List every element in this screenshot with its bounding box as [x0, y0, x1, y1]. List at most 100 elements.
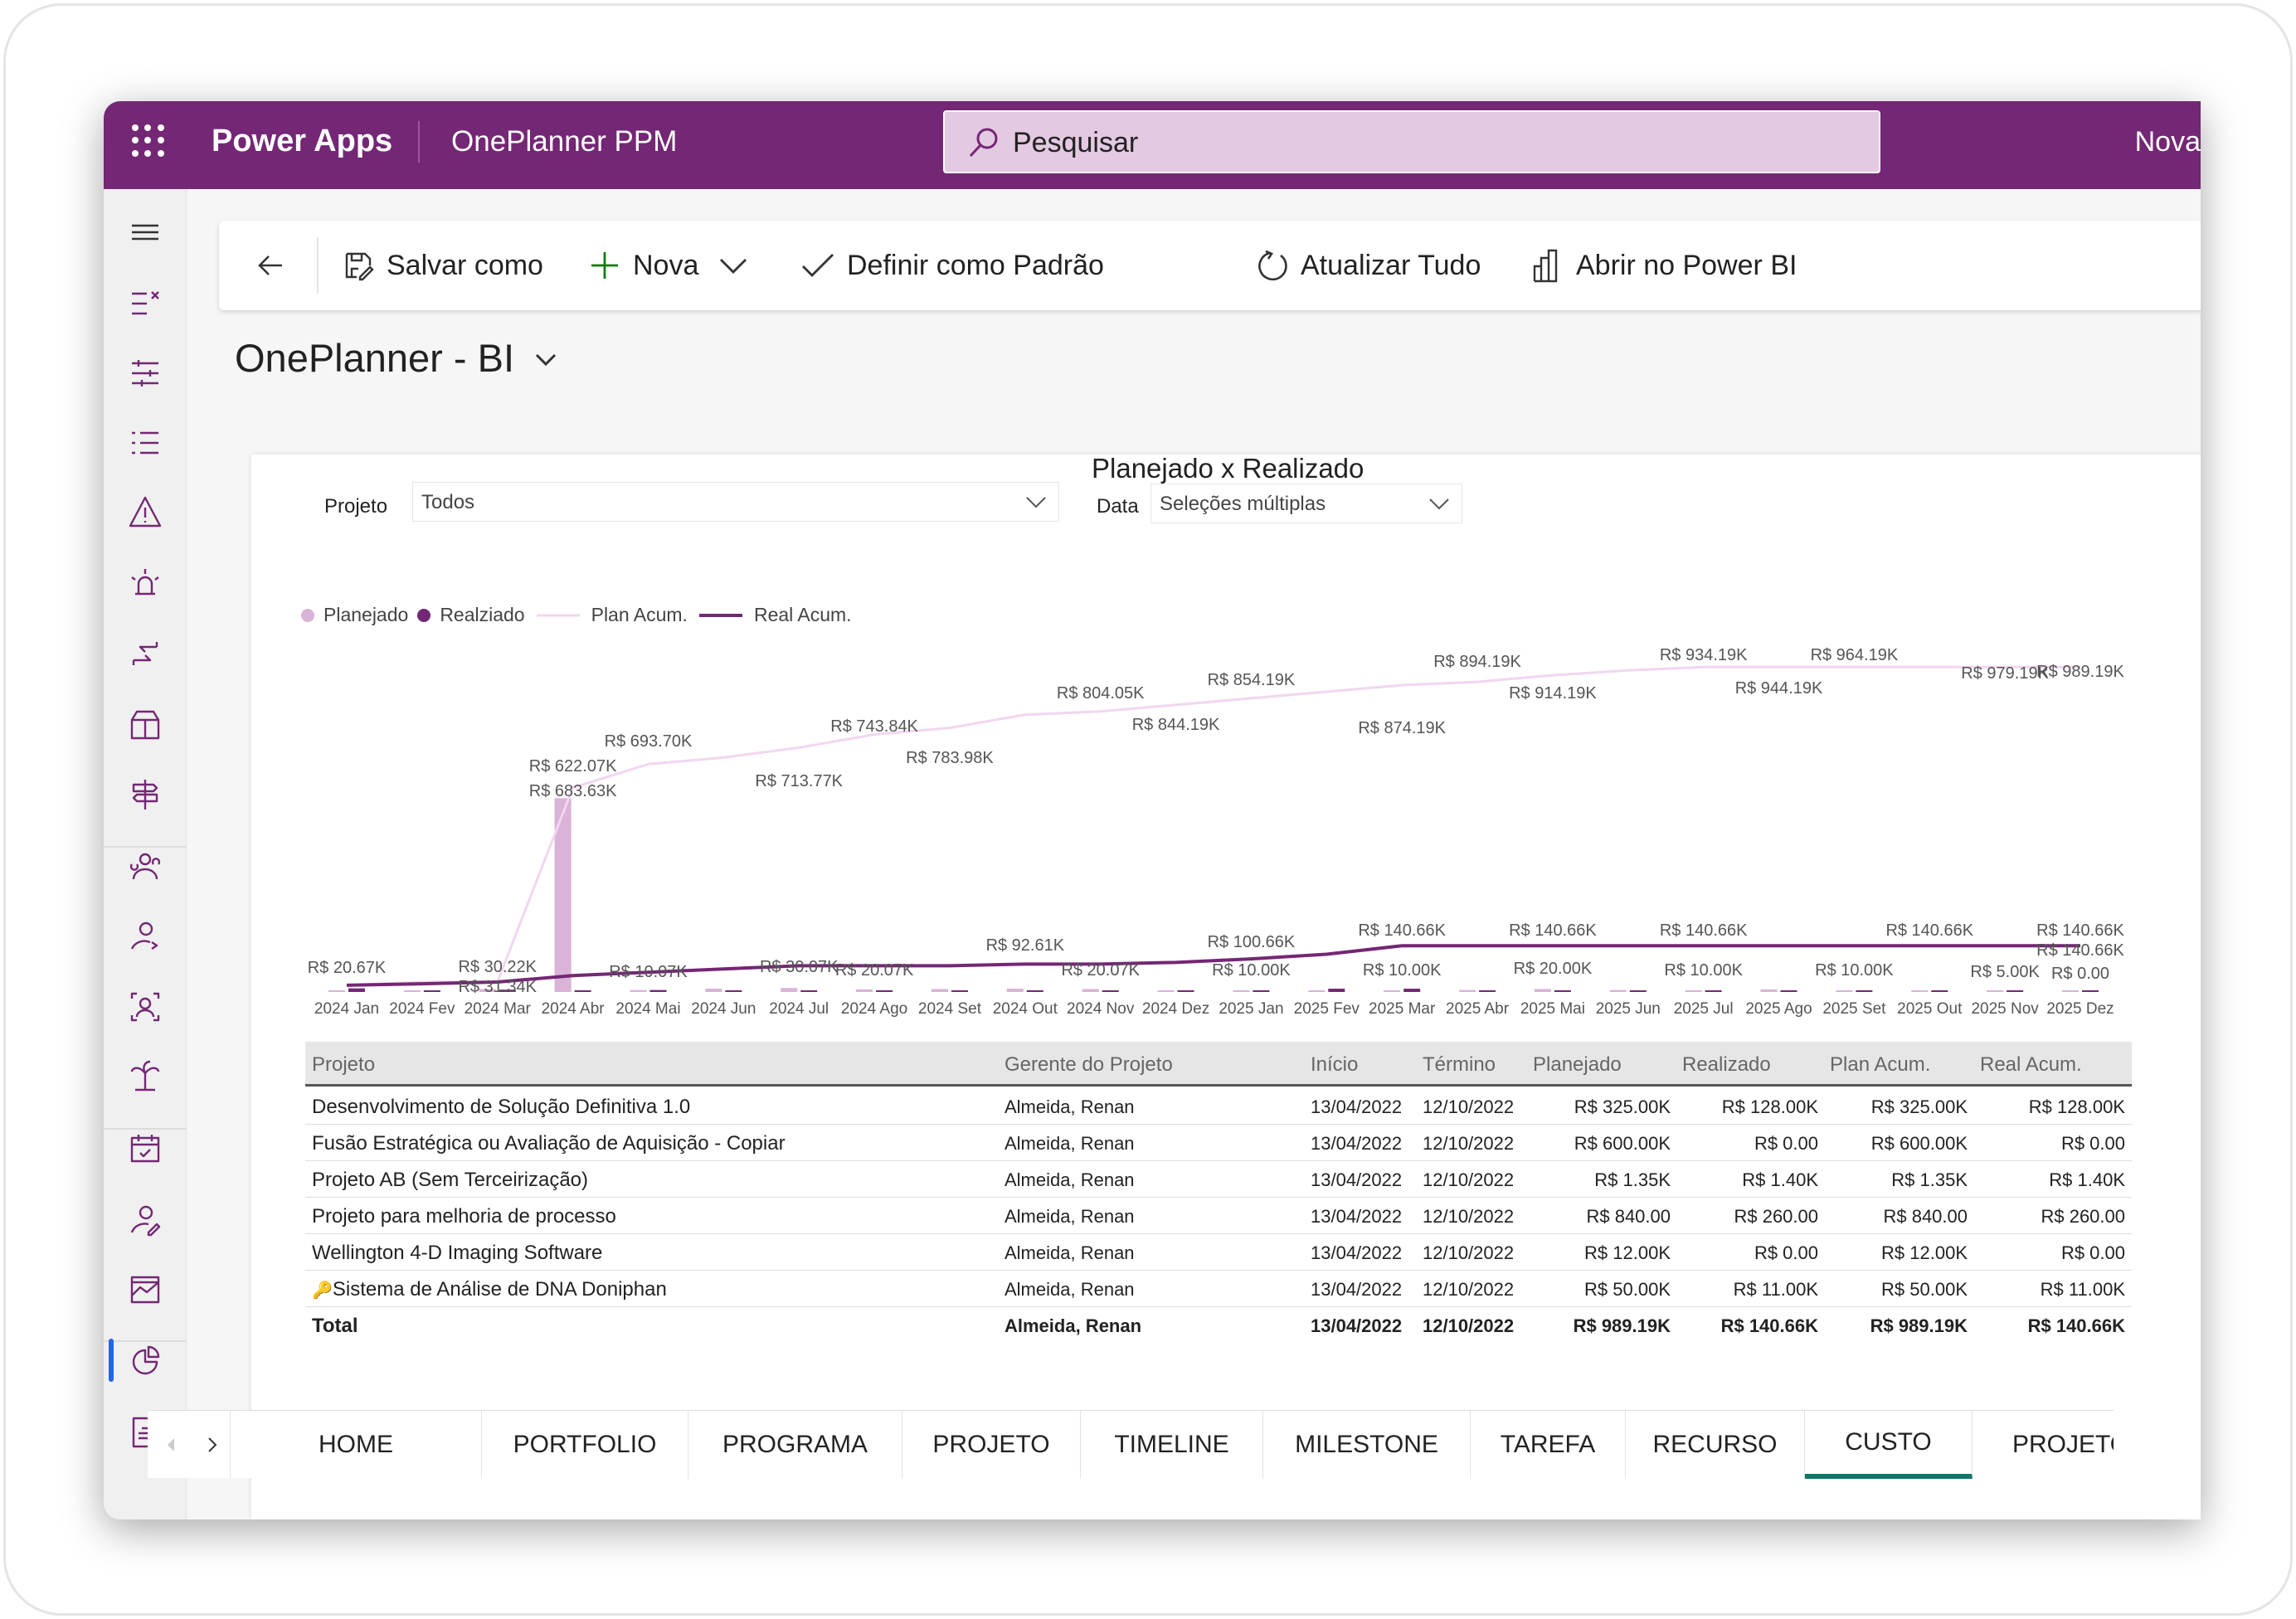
date-filter-dropdown[interactable]: Seleções múltiplas [1150, 484, 1462, 523]
bar-realizado[interactable] [1554, 990, 1571, 992]
project-filter-dropdown[interactable]: Todos [412, 482, 1059, 522]
bar-planejado[interactable] [1911, 990, 1929, 992]
tab-projeto-custo[interactable]: PROJETO | CUSTO [2012, 1431, 2114, 1458]
task-list-icon[interactable] [127, 285, 163, 322]
column-header[interactable]: Plan Acum. [1830, 1053, 1931, 1076]
signpost-icon[interactable] [127, 776, 163, 813]
tab-recurso[interactable]: RECURSO [1626, 1411, 1805, 1479]
bar-realizado[interactable] [725, 990, 742, 992]
user-arrow-icon[interactable] [127, 917, 163, 954]
column-header[interactable]: Realizado [1682, 1053, 1771, 1076]
new-dropdown-button[interactable] [717, 246, 750, 285]
bar-planejado[interactable] [1308, 990, 1326, 992]
bar-planejado[interactable] [931, 989, 948, 992]
bar-planejado[interactable] [1836, 990, 1853, 992]
bar-realizado[interactable] [1856, 990, 1873, 992]
bar-realizado[interactable] [1177, 990, 1194, 992]
tab-programa[interactable]: PROGRAMA [688, 1411, 902, 1479]
settings-sliders-icon[interactable] [127, 355, 163, 391]
person-scan-icon[interactable] [127, 989, 163, 1025]
back-button[interactable] [254, 246, 287, 285]
bulleted-list-icon[interactable] [127, 425, 163, 461]
bar-realizado[interactable] [1026, 990, 1043, 992]
column-header[interactable]: Planejado [1533, 1053, 1622, 1076]
search-box[interactable]: Pesquisar [943, 110, 1880, 173]
bar-realizado[interactable] [1403, 989, 1421, 992]
bar-realizado[interactable] [348, 988, 365, 992]
bar-realizado[interactable] [876, 990, 893, 992]
table-row[interactable]: Fusão Estratégica ou Avaliação de Aquisi… [305, 1125, 2132, 1161]
line-plan-acum[interactable] [346, 665, 2080, 987]
bar-planejado[interactable] [1609, 989, 1627, 992]
bar-realizado[interactable] [423, 990, 440, 992]
save-as-button[interactable]: Salvar como [342, 246, 543, 285]
bar-planejado[interactable] [1685, 990, 1702, 992]
alarm-icon[interactable] [127, 566, 163, 602]
dashboard-report-icon[interactable] [127, 1342, 163, 1378]
bar-planejado[interactable] [479, 989, 496, 992]
chart-area-icon[interactable] [127, 1271, 163, 1307]
table-row[interactable]: Desenvolvimento de Solução Definitiva 1.… [305, 1088, 2132, 1125]
package-icon[interactable] [127, 707, 163, 743]
bar-planejado[interactable] [1233, 990, 1250, 992]
bar-planejado[interactable] [554, 798, 572, 992]
warning-icon[interactable] [127, 494, 163, 531]
tab-portfolio[interactable]: PORTFOLIO [482, 1411, 688, 1479]
transfer-icon[interactable] [127, 635, 163, 672]
bar-planejado[interactable] [1082, 989, 1099, 992]
app-name[interactable]: Power Apps [212, 124, 393, 158]
bar-realizado[interactable] [1102, 990, 1119, 992]
palm-tree-icon[interactable] [127, 1058, 163, 1095]
environment-name[interactable]: OnePlanner PPM [451, 125, 678, 158]
bar-realizado[interactable] [1931, 990, 1948, 992]
bar-planejado[interactable] [781, 988, 798, 992]
bar-realizado[interactable] [1780, 990, 1797, 992]
table-total-row[interactable]: Total Almeida, Renan 13/04/2022 12/10/2022 R… [305, 1307, 2132, 1344]
bar-realizado[interactable] [1629, 990, 1647, 992]
bar-realizado[interactable] [951, 990, 968, 992]
bar-realizado[interactable] [499, 989, 516, 992]
app-launcher-icon[interactable] [132, 124, 165, 158]
page-title[interactable]: OnePlanner - BI [235, 336, 515, 380]
open-powerbi-button[interactable]: Abrir no Power BI [1531, 246, 1797, 285]
tab-scroll-right-button[interactable] [194, 1411, 231, 1479]
table-row[interactable]: Projeto para melhoria de processo Almeida… [305, 1198, 2132, 1234]
tab-custo[interactable]: CUSTO [1805, 1411, 1973, 1479]
bar-planejado[interactable] [1157, 990, 1175, 992]
new-button[interactable]: Nova [588, 246, 698, 285]
bar-planejado[interactable] [1384, 990, 1401, 992]
bar-realizado[interactable] [2082, 990, 2099, 992]
tab-projeto[interactable]: PROJETO [902, 1411, 1081, 1479]
tab-scroll-left-button[interactable] [148, 1411, 194, 1479]
new-button-truncated[interactable]: Nova [2134, 126, 2201, 158]
team-icon[interactable] [127, 848, 163, 884]
bar-planejado[interactable] [856, 989, 873, 992]
tab-home[interactable]: HOME [231, 1411, 482, 1479]
line-real-acum[interactable] [346, 944, 2080, 987]
column-header[interactable]: Término [1423, 1053, 1496, 1076]
table-row[interactable]: Projeto AB (Sem Terceirização) Almeida, R… [305, 1161, 2132, 1198]
bar-planejado[interactable] [1534, 989, 1551, 992]
set-default-button[interactable]: Definir como Padrão [800, 246, 1104, 285]
person-edit-icon[interactable] [127, 1201, 163, 1237]
bar-realizado[interactable] [1253, 990, 1270, 992]
bar-planejado[interactable] [328, 990, 345, 992]
bar-realizado[interactable] [1328, 989, 1345, 992]
bar-planejado[interactable] [403, 990, 421, 992]
bar-planejado[interactable] [1006, 989, 1024, 992]
bar-planejado[interactable] [1459, 989, 1476, 992]
bar-planejado[interactable] [630, 989, 647, 992]
bar-realizado[interactable] [2007, 990, 2024, 992]
table-row[interactable]: Wellington 4-D Imaging Software Almeida, … [305, 1234, 2132, 1271]
hamburger-icon[interactable] [127, 214, 163, 250]
table-row[interactable]: 🔑Sistema de Análise de DNA Doniphan Almei… [305, 1271, 2132, 1307]
search-input[interactable]: Pesquisar [1013, 127, 1139, 158]
column-header[interactable]: Gerente do Projeto [1004, 1053, 1173, 1076]
tab-milestone[interactable]: MILESTONE [1263, 1411, 1471, 1479]
bar-planejado[interactable] [2062, 990, 2079, 992]
bar-realizado[interactable] [574, 990, 591, 992]
bar-planejado[interactable] [705, 989, 722, 992]
refresh-all-button[interactable]: Atualizar Tudo [1256, 246, 1481, 285]
calendar-check-icon[interactable] [127, 1130, 163, 1166]
bar-realizado[interactable] [1705, 990, 1722, 992]
